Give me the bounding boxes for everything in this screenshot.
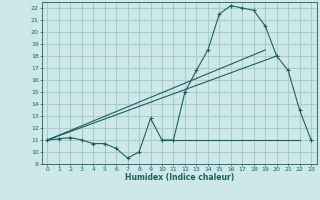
X-axis label: Humidex (Indice chaleur): Humidex (Indice chaleur) bbox=[124, 173, 234, 182]
